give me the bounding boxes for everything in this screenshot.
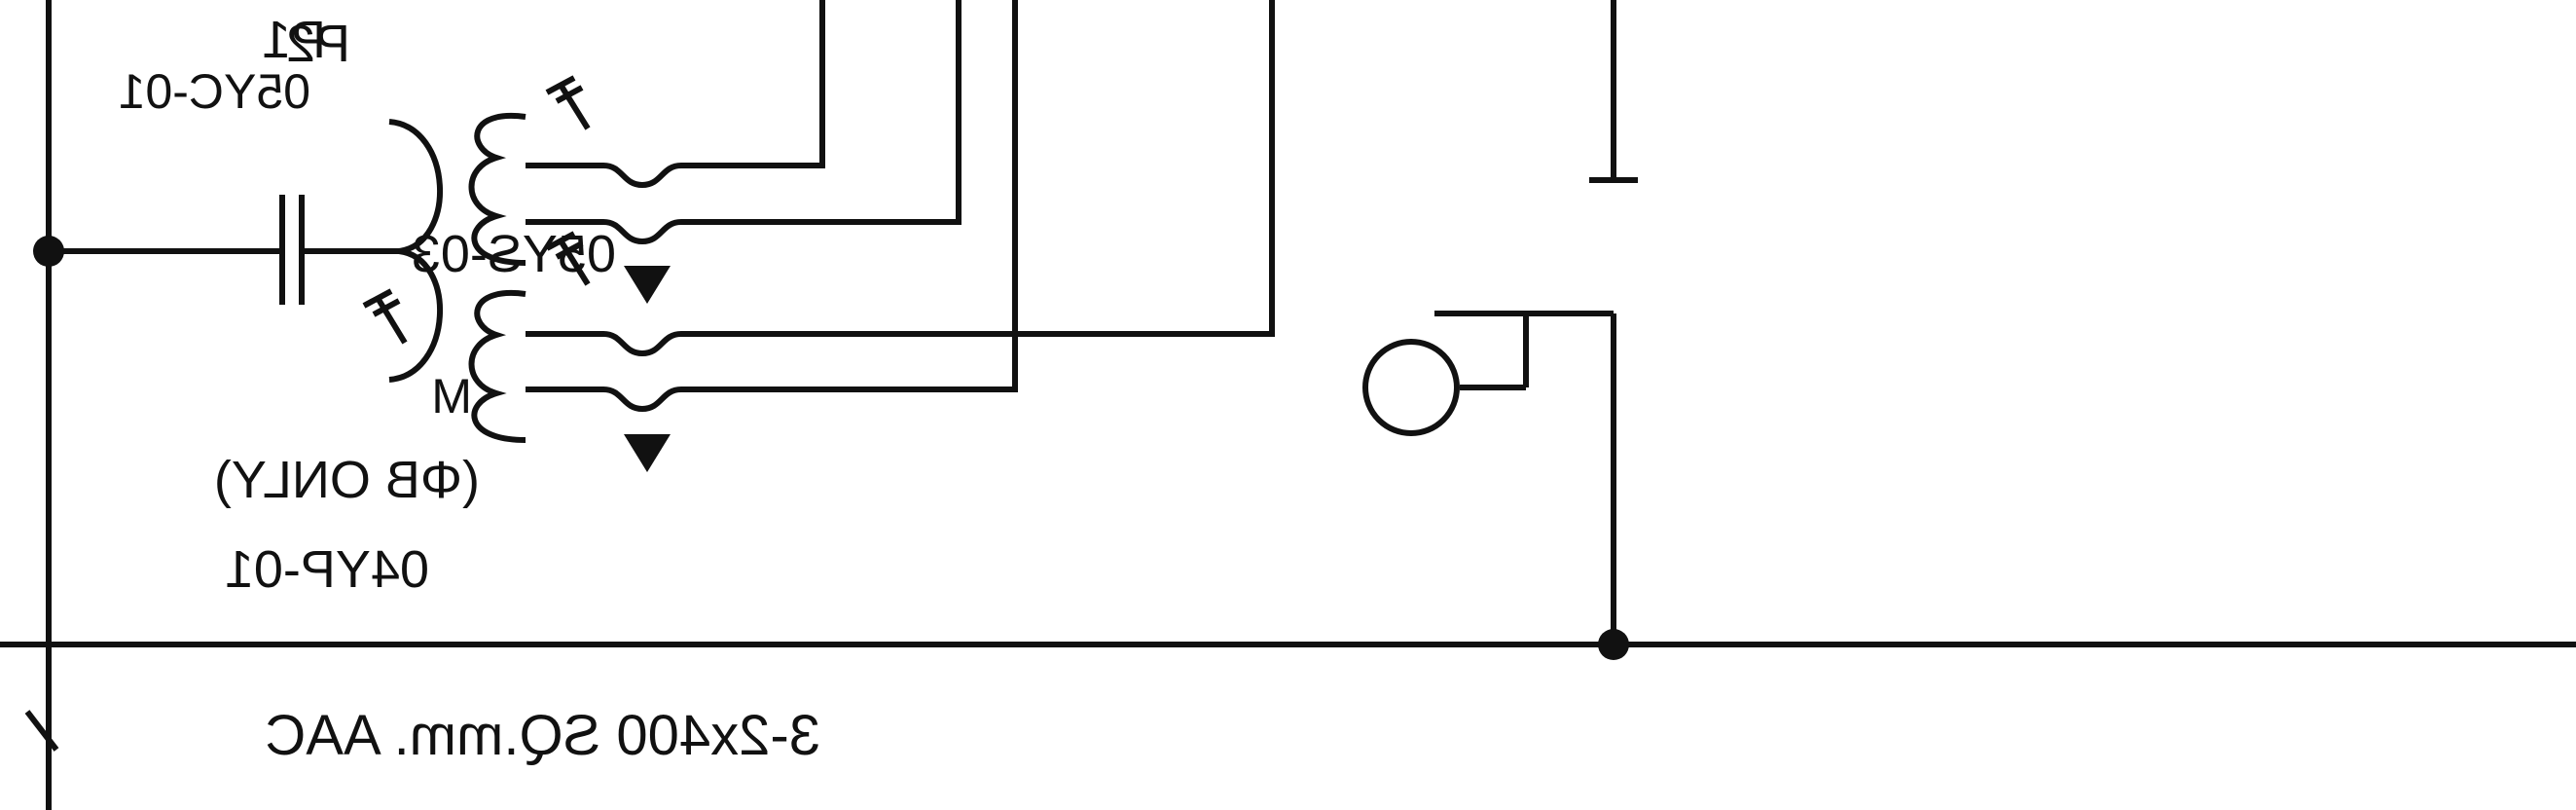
label-pt: 04YP-01 — [225, 540, 429, 599]
upper-coil — [468, 112, 526, 266]
label-bus-note: 3-2x400 SQ.mm. AAC — [265, 704, 820, 767]
left-bracket-symbol — [388, 119, 443, 383]
middle-ground-symbol — [545, 231, 591, 286]
left-ground-symbol — [362, 288, 408, 345]
label-motor: M — [431, 369, 472, 423]
lower-lead-1 — [526, 0, 1275, 357]
motor-symbol — [1362, 339, 1460, 436]
upper-ground-symbol — [545, 75, 591, 130]
bus-slash-marker — [24, 710, 59, 752]
label-p1: P1 — [262, 11, 326, 69]
lower-ground-mark — [624, 434, 671, 472]
label-ys: 05YS-03 — [412, 225, 616, 283]
upper-lead-1 — [526, 0, 825, 189]
left-junction-dot — [33, 236, 64, 267]
label-rc: 05YC-01 — [119, 64, 310, 119]
upper-ground-mark — [624, 266, 671, 304]
label-p2: P2 — [286, 15, 350, 73]
label-tap-note: (ΦB ONLY) — [214, 451, 480, 509]
mirrored-text-group: P2 05YC-01 P1 05YS-03 M (ΦB ONLY) 04YP-0… — [119, 11, 820, 767]
lower-coil — [468, 289, 526, 443]
lower-lead-2 — [526, 0, 1018, 413]
upper-lead-2 — [526, 0, 961, 245]
